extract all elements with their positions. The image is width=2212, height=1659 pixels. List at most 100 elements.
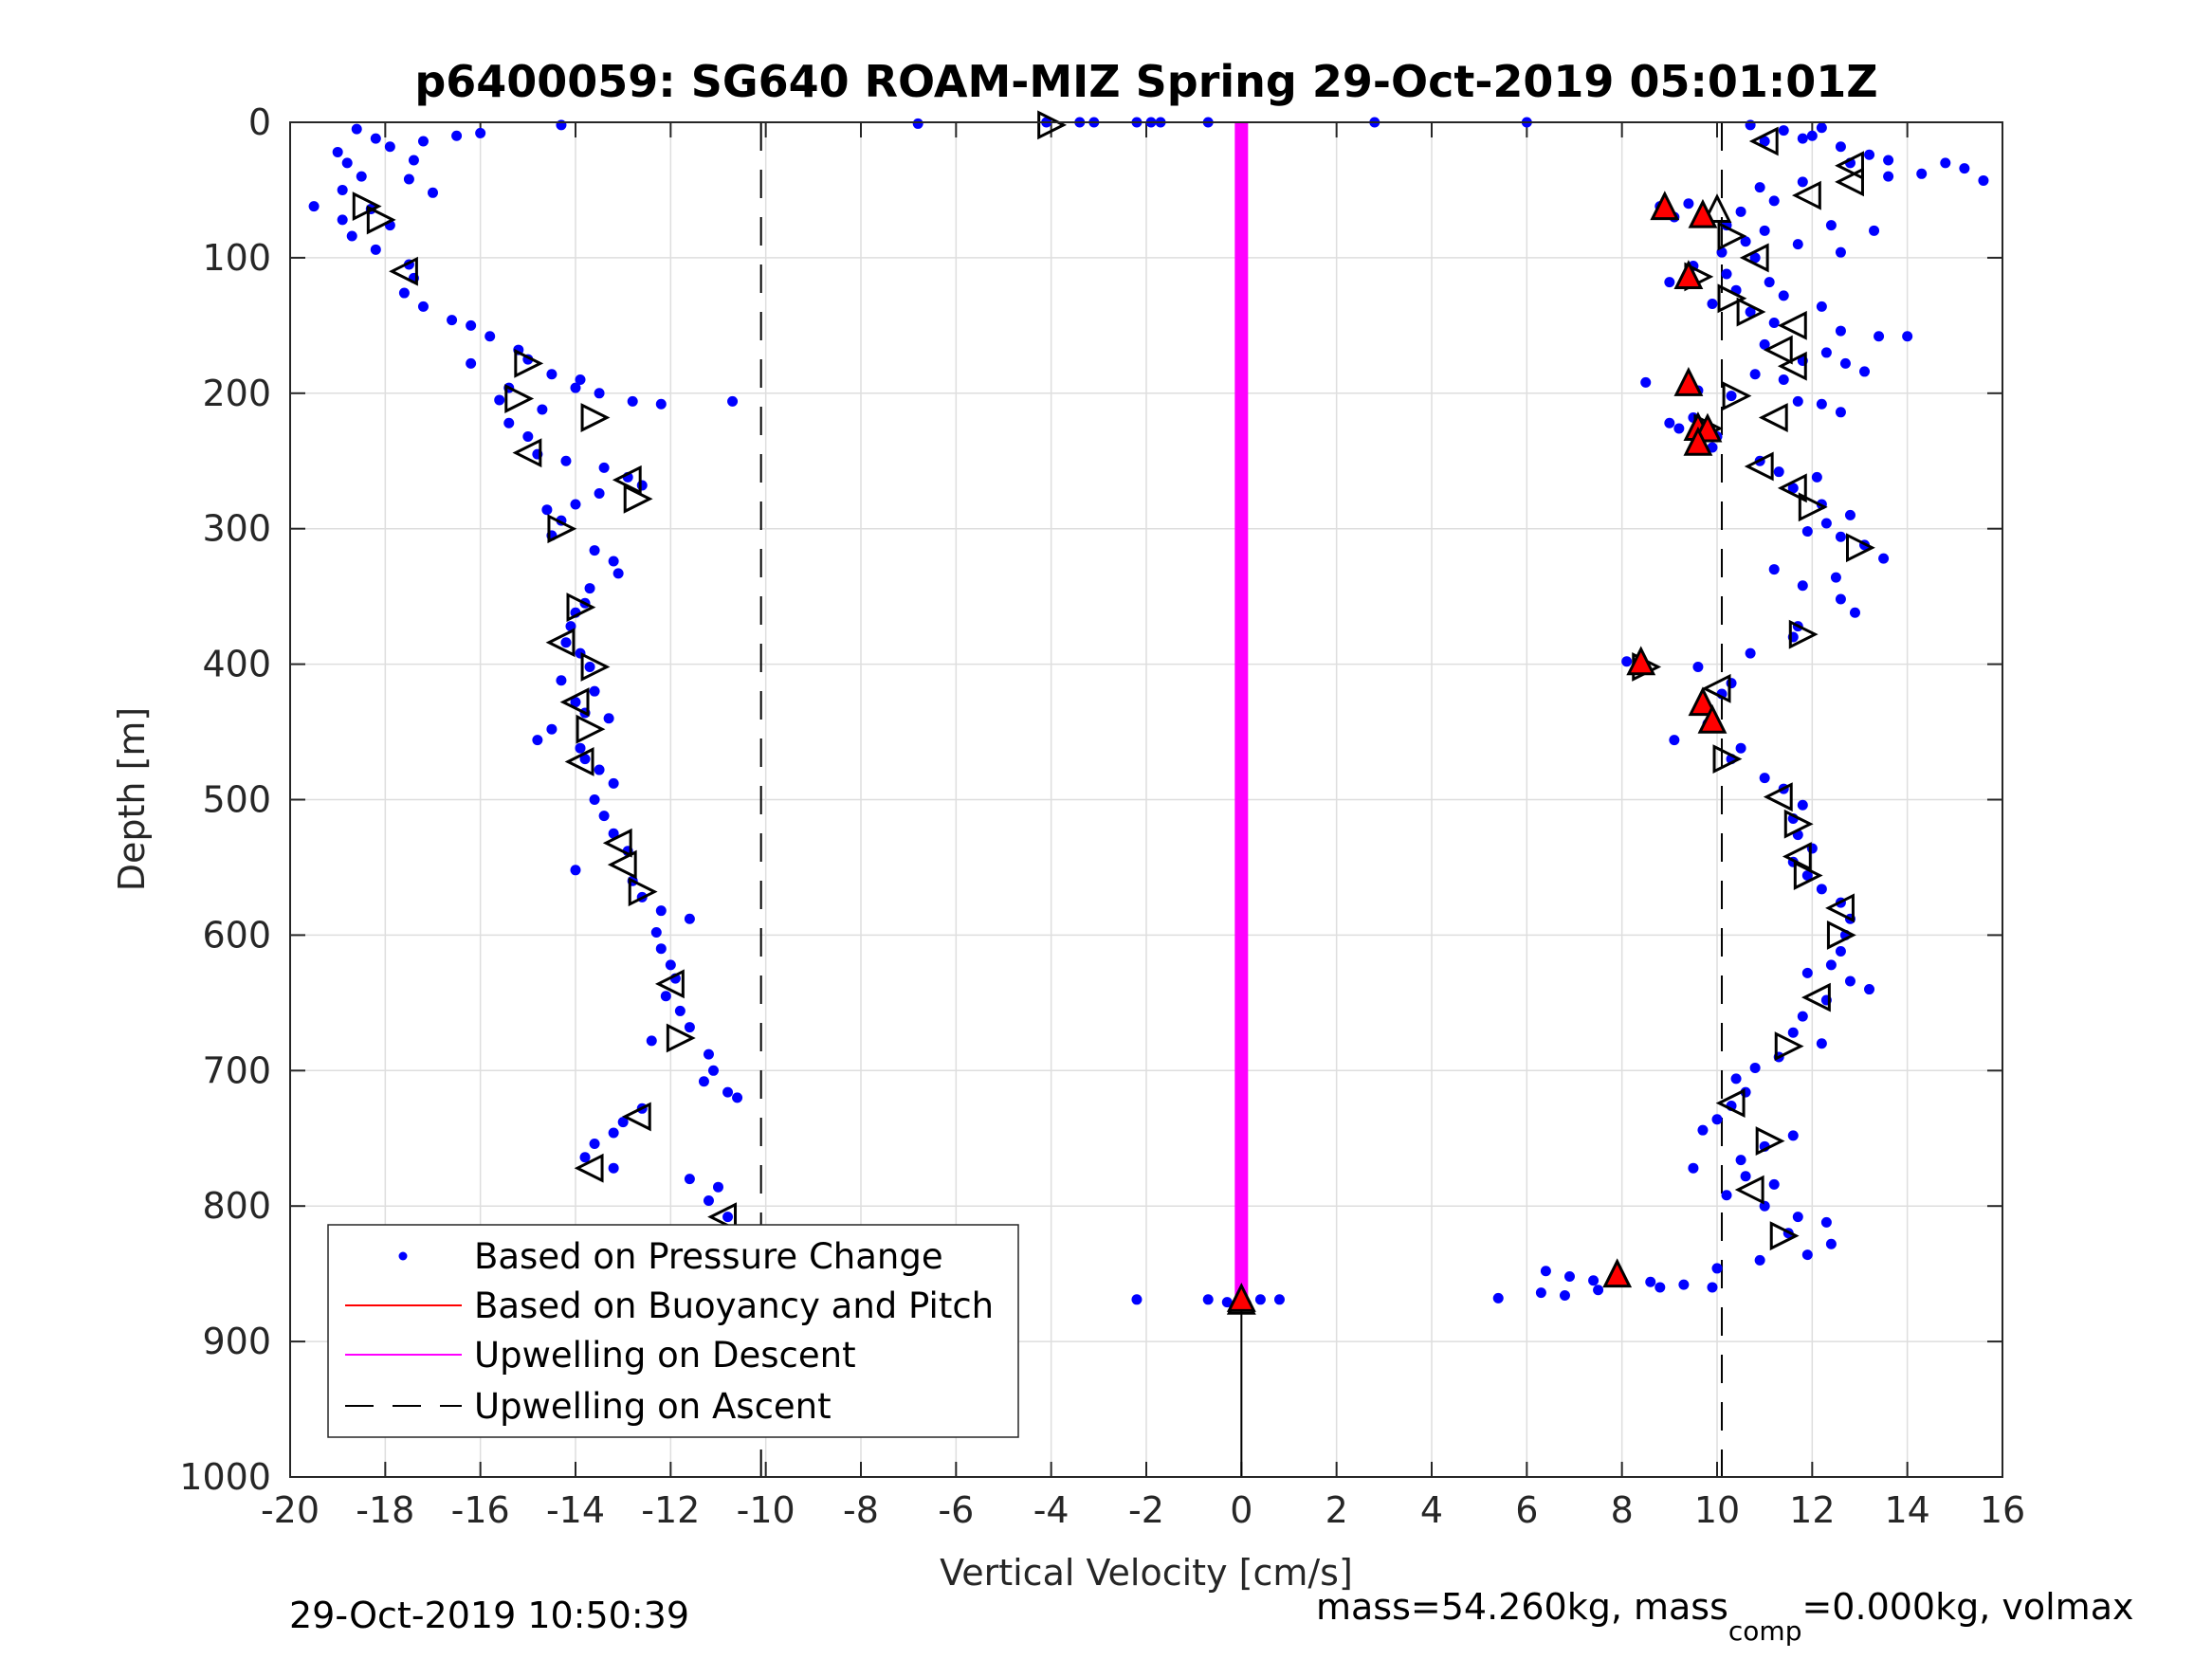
pressure-point — [1754, 182, 1765, 193]
pressure-point — [1916, 168, 1928, 179]
open-triangle-left — [1825, 893, 1855, 923]
pressure-point — [351, 123, 362, 135]
pressure-point — [1559, 1290, 1570, 1302]
pressure-point — [447, 315, 458, 326]
open-triangle-right — [366, 205, 396, 235]
x-tick-label: 14 — [1884, 1489, 1929, 1531]
pressure-point — [1820, 1216, 1832, 1228]
pressure-point — [337, 184, 348, 195]
x-tick-label: -18 — [356, 1489, 414, 1531]
open-triangle-left — [1777, 351, 1807, 381]
pressure-point — [570, 499, 581, 510]
open-triangle-left — [602, 828, 632, 858]
pressure-point — [1740, 1171, 1751, 1182]
pressure-point — [1883, 155, 1894, 166]
open-triangle-left — [1758, 403, 1788, 432]
open-triangle-right — [566, 592, 596, 623]
pressure-point — [1778, 125, 1789, 137]
y-axis-label: Depth [m] — [111, 707, 153, 892]
y-tick-label: 0 — [248, 101, 271, 143]
x-tick-label: -6 — [938, 1489, 974, 1531]
footer-mass-pre: mass=54.260kg, mass — [1316, 1586, 1728, 1628]
open-triangle-left — [612, 465, 642, 495]
pressure-point — [1563, 1271, 1575, 1283]
open-triangle-right — [1037, 110, 1068, 140]
open-triangle-right — [1788, 619, 1819, 649]
pressure-point — [1707, 298, 1718, 309]
pressure-point — [1759, 338, 1770, 350]
pressure-point — [589, 794, 600, 805]
x-tick-label: -12 — [641, 1489, 700, 1531]
x-tick-label: -14 — [546, 1489, 605, 1531]
pressure-point — [598, 462, 610, 473]
pressure-point — [408, 155, 419, 166]
open-triangle-right — [1783, 809, 1814, 839]
pressure-point — [1816, 884, 1827, 895]
pressure-point — [655, 905, 667, 917]
pressure-point — [1540, 1266, 1551, 1277]
pressure-point — [1202, 1294, 1214, 1305]
pressure-point — [1759, 225, 1770, 236]
open-triangle-right — [576, 714, 606, 744]
y-tick-label: 1000 — [179, 1456, 271, 1498]
open-triangle-left — [1791, 180, 1821, 210]
pressure-point — [1721, 1190, 1732, 1201]
open-triangle-right — [580, 652, 611, 682]
pressure-point — [1797, 176, 1808, 188]
x-tick-label: -4 — [1033, 1489, 1069, 1531]
pressure-point — [1797, 133, 1808, 144]
pressure-point — [627, 395, 638, 407]
pressure-point — [403, 173, 414, 185]
open-triangle-right — [1755, 1126, 1785, 1157]
pressure-point — [1254, 1294, 1266, 1305]
open-triangle-right — [1722, 381, 1752, 411]
pressure-point — [532, 735, 543, 746]
pressure-point — [346, 230, 357, 242]
pressure-point — [570, 865, 581, 876]
pressure-point — [428, 187, 438, 198]
pressure-point — [1849, 607, 1860, 618]
open-triangle-left — [564, 747, 594, 776]
pressure-point — [1735, 1155, 1746, 1166]
x-tick-label: 16 — [1980, 1489, 2025, 1531]
open-triangle-left — [1734, 1175, 1764, 1205]
pressure-point — [594, 388, 605, 399]
x-tick-label: 12 — [1789, 1489, 1835, 1531]
open-triangle-right — [1717, 283, 1747, 314]
buoyancy-pitch-point — [1688, 686, 1718, 717]
pressure-point — [337, 214, 348, 226]
pressure-point — [727, 395, 739, 407]
pressure-point — [1711, 1114, 1723, 1125]
legend-label-upwelling-ascent: Upwelling on Ascent — [474, 1386, 832, 1427]
pressure-point — [1844, 509, 1856, 520]
y-tick-label: 500 — [202, 779, 271, 821]
pressure-point — [1959, 163, 1970, 174]
chart-title: p6400059: SG640 ROAM-MIZ Spring 29-Oct-2… — [414, 56, 1877, 107]
pressure-point — [1820, 518, 1832, 529]
pressure-point — [1835, 246, 1846, 258]
buoyancy-pitch-markers — [1226, 191, 1728, 1312]
buoyancy-pitch-point — [1602, 1258, 1633, 1288]
open-triangle-left — [559, 687, 590, 718]
pressure-point — [1707, 1282, 1718, 1293]
pressure-point — [541, 504, 553, 516]
pressure-point — [665, 959, 676, 971]
open-triangle-left — [1835, 151, 1864, 181]
buoyancy-pitch-point — [1697, 703, 1728, 734]
buoyancy-pitch-point — [1673, 260, 1704, 289]
pressure-point — [1131, 1294, 1143, 1305]
open-triangle-left — [1801, 982, 1831, 1012]
x-tick-label: 6 — [1515, 1489, 1538, 1531]
pressure-point — [484, 331, 496, 342]
pressure-point — [1688, 1162, 1699, 1174]
x-axis-label: Vertical Velocity [cm/s] — [940, 1552, 1353, 1594]
pressure-point — [1721, 268, 1732, 280]
open-triangle-left — [1744, 451, 1774, 482]
pressure-point — [646, 1035, 657, 1047]
pressure-point — [1735, 206, 1746, 217]
footer-mass-post: =0.000kg, volmax — [1801, 1586, 2133, 1628]
pressure-point — [570, 382, 581, 393]
pressure-point — [650, 927, 662, 939]
open-triangle-left — [654, 969, 685, 999]
pressure-point — [608, 828, 619, 839]
